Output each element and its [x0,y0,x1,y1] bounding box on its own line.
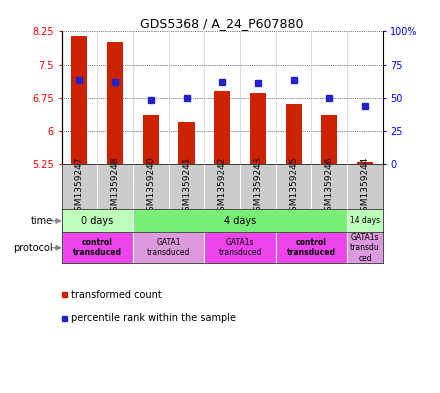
Bar [347,232,383,263]
Bar [107,42,123,164]
Text: GATA1s
transduced: GATA1s transduced [218,238,262,257]
Text: GSM1359241: GSM1359241 [182,156,191,217]
Bar [71,36,88,164]
Bar [276,232,347,263]
Text: control
transduced: control transduced [287,238,336,257]
Bar [204,232,276,263]
Text: GSM1359240: GSM1359240 [147,156,155,217]
Text: GATA1
transduced: GATA1 transduced [147,238,191,257]
Bar [321,116,337,164]
Bar [143,116,159,164]
Title: GDS5368 / A_24_P607880: GDS5368 / A_24_P607880 [140,17,304,30]
Bar [357,162,373,164]
Text: GSM1359242: GSM1359242 [218,156,227,217]
Text: GSM1359248: GSM1359248 [110,156,120,217]
Text: transformed count: transformed count [71,290,162,300]
Bar [62,209,133,232]
Text: protocol: protocol [13,243,53,253]
Text: time: time [31,216,53,226]
Text: GSM1359247: GSM1359247 [75,156,84,217]
Text: GSM1359246: GSM1359246 [325,156,334,217]
Text: GSM1359244: GSM1359244 [360,156,370,217]
Bar [286,104,301,164]
Text: GATA1s
transdu
ced: GATA1s transdu ced [350,233,380,263]
Text: 0 days: 0 days [81,216,114,226]
Bar [179,122,194,164]
Text: GSM1359245: GSM1359245 [289,156,298,217]
Text: control
transduced: control transduced [73,238,122,257]
Bar [133,232,204,263]
Text: 14 days: 14 days [350,217,380,225]
Bar [133,209,347,232]
Text: 4 days: 4 days [224,216,256,226]
Text: GSM1359243: GSM1359243 [253,156,262,217]
Text: percentile rank within the sample: percentile rank within the sample [71,313,236,323]
Bar [250,93,266,164]
Bar [62,232,133,263]
Bar [214,91,230,164]
Bar [347,209,383,232]
